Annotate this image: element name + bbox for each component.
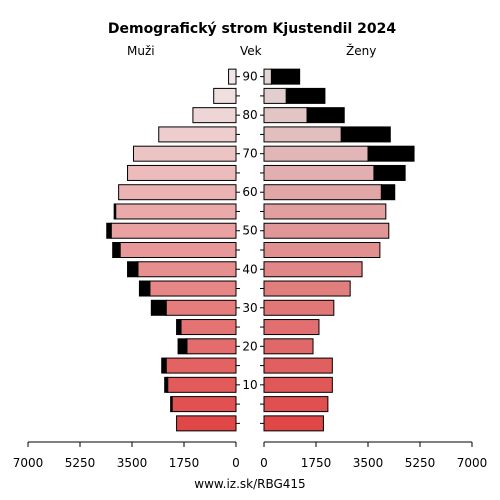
- male-excess-bar-30-34: [150, 299, 167, 316]
- male-bar-70-74: [132, 145, 237, 162]
- female-bar-15-19: [263, 357, 333, 374]
- female-bar-10-14: [263, 376, 333, 393]
- age-tick-label-80: 80: [242, 108, 257, 122]
- female-x-tick-label: 3500: [353, 456, 384, 470]
- age-tick-label-60: 60: [242, 185, 257, 199]
- male-bar-20-24: [186, 338, 237, 355]
- male-bar-35-39: [149, 280, 237, 297]
- female-bar-40-44: [263, 261, 363, 278]
- male-bar-75-79: [158, 126, 237, 143]
- male-x-tick-label: 3500: [117, 456, 148, 470]
- female-x-tick-label: 7000: [457, 456, 488, 470]
- chart-title: Demografický strom Kjustendil 2024: [108, 21, 397, 37]
- female-bar-55-59: [263, 203, 387, 220]
- male-excess-bar-5-9: [170, 396, 173, 413]
- female-bar-30-34: [263, 299, 335, 316]
- male-bar-50-54: [110, 222, 237, 239]
- male-bar-55-59: [115, 203, 237, 220]
- male-excess-bar-40-44: [127, 261, 139, 278]
- male-bar-30-34: [165, 299, 237, 316]
- male-bar-80-84: [192, 107, 237, 124]
- female-bar-70-74: [263, 145, 369, 162]
- female-excess-bar-80-84: [306, 107, 345, 124]
- axes-group: 10 20 30 40 50 60 70 80 90 0 0 1750 1750 3500 3500 5250…: [13, 70, 488, 470]
- female-bar-0-4: [263, 415, 324, 432]
- male-excess-bar-35-39: [138, 280, 151, 297]
- female-excess-bar-85-89: [285, 87, 326, 104]
- female-bar-75-79: [263, 126, 342, 143]
- male-bar-5-9: [171, 396, 237, 413]
- bars-group: [106, 68, 415, 432]
- male-bar-25-29: [180, 319, 237, 336]
- age-tick-label-50: 50: [242, 224, 257, 238]
- male-excess-bar-10-14: [164, 376, 169, 393]
- male-x-tick-label: 1750: [169, 456, 200, 470]
- female-bar-45-49: [263, 242, 381, 258]
- male-bar-60-64: [118, 184, 237, 201]
- female-bar-60-64: [263, 184, 382, 201]
- male-bar-45-49: [119, 242, 237, 258]
- female-bar-20-24: [263, 338, 314, 355]
- female-bar-90+: [263, 68, 272, 85]
- female-bar-85-89: [263, 87, 287, 104]
- female-bar-80-84: [263, 107, 308, 124]
- right-label: Ženy: [346, 43, 376, 58]
- age-tick-label-10: 10: [242, 378, 257, 392]
- male-excess-bar-45-49: [112, 242, 121, 258]
- female-bar-50-54: [263, 222, 390, 239]
- male-x-tick-label: 7000: [13, 456, 44, 470]
- male-x-tick-label: 5250: [65, 456, 96, 470]
- male-bar-90+: [228, 68, 237, 85]
- female-excess-bar-75-79: [340, 126, 391, 143]
- female-excess-bar-70-74: [367, 145, 415, 162]
- female-x-tick-label: 0: [260, 456, 268, 470]
- male-bar-85-89: [213, 87, 237, 104]
- male-x-tick-label: 0: [232, 456, 240, 470]
- male-excess-bar-55-59: [113, 203, 117, 220]
- age-tick-label-30: 30: [242, 301, 257, 315]
- female-x-tick-label: 5250: [405, 456, 436, 470]
- male-excess-bar-20-24: [177, 338, 188, 355]
- age-tick-label-20: 20: [242, 339, 257, 353]
- age-tick-label-40: 40: [242, 262, 257, 276]
- left-label: Muži: [127, 44, 155, 58]
- male-excess-bar-25-29: [176, 319, 182, 336]
- female-bar-5-9: [263, 396, 329, 413]
- male-bar-10-14: [167, 376, 237, 393]
- age-tick-label-70: 70: [242, 147, 257, 161]
- footer-source: www.iz.sk/RBG415: [194, 477, 305, 491]
- female-bar-25-29: [263, 319, 320, 336]
- age-tick-label-90: 90: [242, 70, 257, 84]
- female-bar-35-39: [263, 280, 351, 297]
- male-bar-65-69: [127, 164, 237, 181]
- male-bar-0-4: [176, 415, 237, 432]
- female-excess-bar-60-64: [380, 184, 396, 201]
- male-bar-15-19: [165, 357, 237, 374]
- female-bar-65-69: [263, 164, 375, 181]
- male-bar-40-44: [137, 261, 237, 278]
- male-excess-bar-50-54: [106, 222, 112, 239]
- female-excess-bar-65-69: [373, 164, 406, 181]
- female-excess-bar-90+: [270, 68, 301, 85]
- center-label: Vek: [240, 44, 262, 58]
- male-excess-bar-15-19: [161, 357, 167, 374]
- female-x-tick-label: 1750: [301, 456, 332, 470]
